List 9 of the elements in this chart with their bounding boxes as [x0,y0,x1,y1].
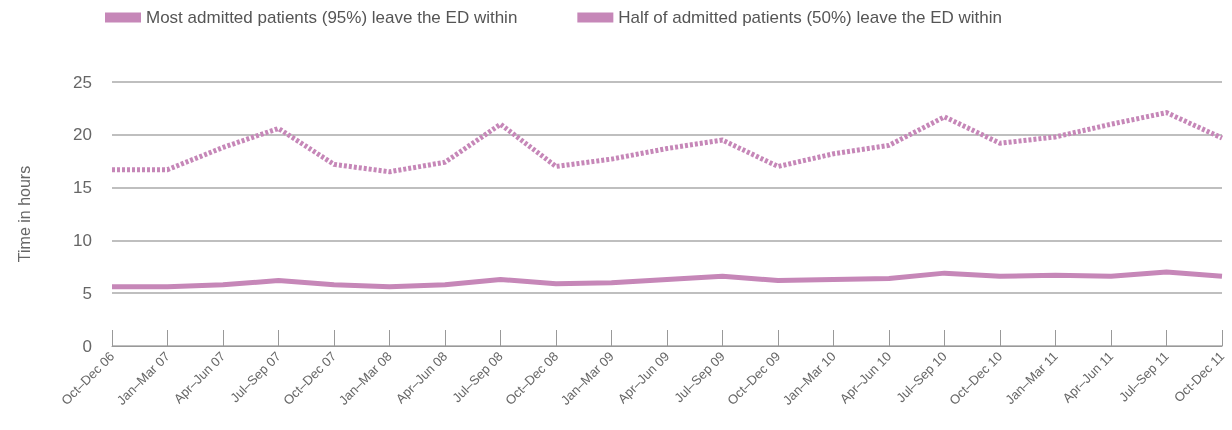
y-tick-label: 15 [73,178,92,198]
legend-label: Most admitted patients (95%) leave the ED within [146,8,518,27]
y-tick-label: 10 [73,230,92,250]
y-axis-title: Time in hours [15,165,33,263]
y-tick-label: 5 [82,283,92,303]
y-tick-label: 25 [73,72,92,92]
y-tick-label: 20 [73,125,92,145]
legend-label: Half of admitted patients (50%) leave the ED within [618,8,1002,27]
y-tick-label: 0 [82,336,92,356]
